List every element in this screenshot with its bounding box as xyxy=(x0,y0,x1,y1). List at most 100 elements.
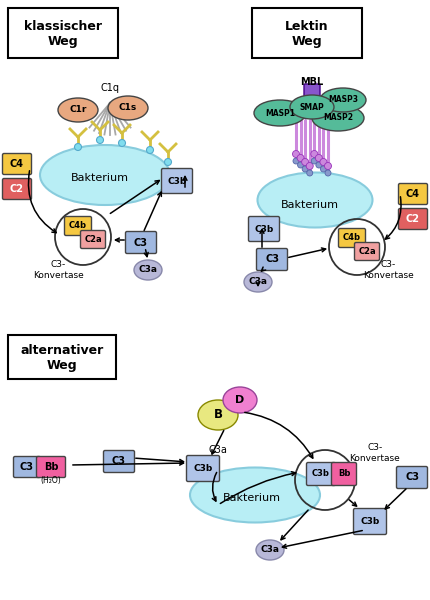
Circle shape xyxy=(320,158,327,166)
Circle shape xyxy=(74,143,82,151)
Circle shape xyxy=(301,158,309,166)
Text: C3: C3 xyxy=(405,473,419,482)
FancyBboxPatch shape xyxy=(104,451,135,473)
Circle shape xyxy=(306,163,313,169)
Circle shape xyxy=(147,146,154,154)
FancyBboxPatch shape xyxy=(3,154,31,175)
Ellipse shape xyxy=(290,95,334,119)
Text: C3b: C3b xyxy=(360,517,380,526)
FancyBboxPatch shape xyxy=(354,242,380,260)
FancyBboxPatch shape xyxy=(80,230,105,248)
Ellipse shape xyxy=(223,387,257,413)
Ellipse shape xyxy=(108,96,148,120)
Text: C3-
Konvertase: C3- Konvertase xyxy=(362,260,413,280)
Text: C3-
Konvertase: C3- Konvertase xyxy=(33,260,83,280)
FancyBboxPatch shape xyxy=(126,232,157,253)
Text: C3b: C3b xyxy=(255,224,273,233)
FancyBboxPatch shape xyxy=(8,8,118,58)
Text: C2a: C2a xyxy=(84,235,102,244)
Circle shape xyxy=(307,170,313,176)
Text: C1s: C1s xyxy=(119,103,137,113)
Text: MASP2: MASP2 xyxy=(323,113,353,122)
FancyBboxPatch shape xyxy=(252,8,362,58)
Text: MBL: MBL xyxy=(301,77,324,87)
Circle shape xyxy=(297,154,304,161)
Circle shape xyxy=(315,154,322,161)
Text: C1q: C1q xyxy=(101,83,120,93)
Circle shape xyxy=(320,166,326,172)
Ellipse shape xyxy=(256,540,284,560)
Text: alternativer
Weg: alternativer Weg xyxy=(20,344,104,372)
Ellipse shape xyxy=(254,100,306,126)
Text: Bb: Bb xyxy=(338,469,350,479)
FancyBboxPatch shape xyxy=(37,457,65,478)
FancyBboxPatch shape xyxy=(307,463,335,485)
Text: MASP1: MASP1 xyxy=(265,109,295,118)
Text: C2: C2 xyxy=(10,184,24,194)
Text: Bb: Bb xyxy=(44,462,58,472)
Text: klassischer
Weg: klassischer Weg xyxy=(24,20,102,48)
Text: Bakterium: Bakterium xyxy=(281,200,339,210)
Text: C4: C4 xyxy=(406,189,420,199)
Text: D: D xyxy=(235,395,245,405)
FancyBboxPatch shape xyxy=(332,463,356,485)
Text: C2a: C2a xyxy=(358,247,376,256)
Text: C3-
Konvertase: C3- Konvertase xyxy=(350,443,400,463)
Ellipse shape xyxy=(190,467,320,523)
FancyBboxPatch shape xyxy=(249,217,280,241)
Text: C3a: C3a xyxy=(249,277,267,286)
Text: C4b: C4b xyxy=(69,221,87,230)
Circle shape xyxy=(311,158,317,164)
Text: C3: C3 xyxy=(112,457,126,467)
Circle shape xyxy=(316,162,322,168)
Circle shape xyxy=(292,151,300,157)
Ellipse shape xyxy=(40,145,170,205)
Text: Lektin
Weg: Lektin Weg xyxy=(285,20,329,48)
FancyBboxPatch shape xyxy=(399,184,427,205)
FancyBboxPatch shape xyxy=(353,509,387,535)
Text: C3b: C3b xyxy=(194,464,212,473)
Text: Bakterium: Bakterium xyxy=(71,173,129,183)
Text: C3b: C3b xyxy=(167,176,187,185)
Text: C3: C3 xyxy=(134,238,148,247)
Text: B: B xyxy=(214,409,222,421)
FancyBboxPatch shape xyxy=(257,248,288,271)
Circle shape xyxy=(302,166,308,172)
Circle shape xyxy=(325,170,331,176)
Circle shape xyxy=(165,158,172,166)
FancyBboxPatch shape xyxy=(3,179,31,199)
Text: Bakterium: Bakterium xyxy=(223,493,281,503)
Text: SMAP: SMAP xyxy=(300,103,324,112)
Circle shape xyxy=(293,158,299,164)
Text: C4: C4 xyxy=(10,159,24,169)
FancyBboxPatch shape xyxy=(187,455,219,481)
FancyBboxPatch shape xyxy=(396,467,427,488)
Text: C1r: C1r xyxy=(69,106,87,115)
FancyBboxPatch shape xyxy=(304,84,320,98)
Ellipse shape xyxy=(244,272,272,292)
Text: C3a: C3a xyxy=(261,545,280,554)
Circle shape xyxy=(311,151,318,157)
Ellipse shape xyxy=(58,98,98,122)
Circle shape xyxy=(298,162,304,168)
FancyBboxPatch shape xyxy=(8,335,116,379)
Ellipse shape xyxy=(258,173,372,227)
Ellipse shape xyxy=(320,88,366,112)
FancyBboxPatch shape xyxy=(399,208,427,229)
Ellipse shape xyxy=(312,105,364,131)
Circle shape xyxy=(325,163,332,169)
Text: C3: C3 xyxy=(265,254,279,265)
Text: C2: C2 xyxy=(406,214,420,224)
Text: C3a: C3a xyxy=(138,265,157,275)
FancyBboxPatch shape xyxy=(338,229,366,247)
Ellipse shape xyxy=(134,260,162,280)
Text: (H₂O): (H₂O) xyxy=(40,475,61,485)
Text: C4b: C4b xyxy=(343,233,361,242)
Text: C3: C3 xyxy=(20,462,34,472)
FancyBboxPatch shape xyxy=(162,169,193,193)
Text: C3a: C3a xyxy=(209,445,227,455)
Text: C3b: C3b xyxy=(312,469,330,479)
FancyBboxPatch shape xyxy=(13,457,40,478)
Circle shape xyxy=(96,136,104,143)
Circle shape xyxy=(119,139,126,146)
